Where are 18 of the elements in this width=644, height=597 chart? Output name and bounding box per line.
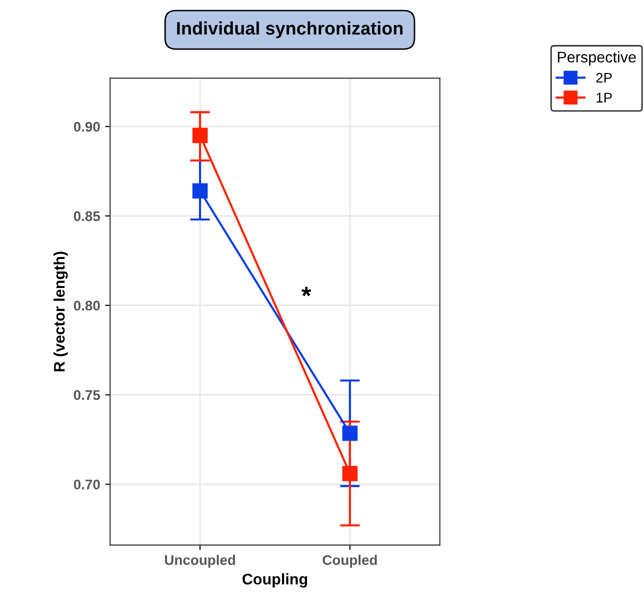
point: [342, 466, 358, 482]
annotation: *: [302, 286, 312, 296]
legend-label: 2P: [596, 72, 612, 83]
x-tick-label: Uncoupled: [165, 554, 236, 568]
y-axis-title: R (vector length): [54, 252, 68, 372]
y-tick-label: 0.80: [74, 300, 100, 311]
legend-title: Perspective: [558, 51, 636, 66]
y-tick-label: 0.70: [74, 480, 100, 490]
y-tick-label: 0.75: [74, 390, 100, 400]
x-axis-title: Coupling: [242, 573, 308, 588]
legend-label: 1P: [596, 92, 612, 102]
point: [192, 183, 208, 199]
chart-title: Individual synchronization: [177, 21, 403, 38]
y-tick-label: 0.90: [74, 122, 100, 132]
point: [192, 128, 208, 144]
point: [342, 426, 358, 441]
x-tick-label: Coupled: [322, 554, 377, 568]
y-tick-label: 0.85: [74, 211, 100, 222]
